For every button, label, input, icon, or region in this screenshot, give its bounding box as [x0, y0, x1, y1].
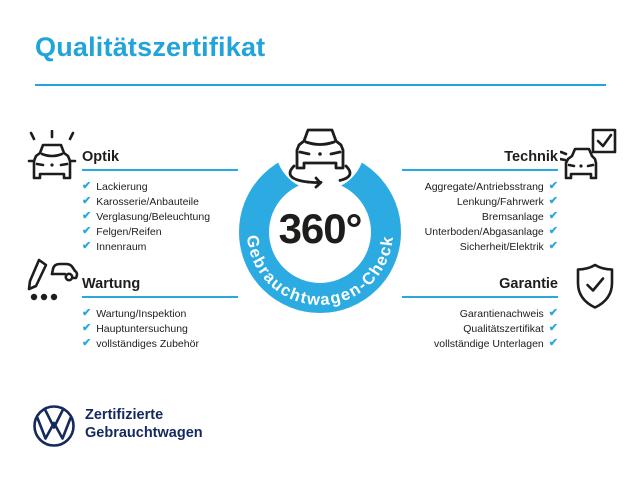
list-item-label: Felgen/Reifen	[96, 225, 162, 238]
check-icon: ✔	[548, 337, 558, 349]
check-icon: ✔	[82, 240, 92, 252]
list-item: Garantienachweis ✔	[402, 306, 558, 321]
section-wartung: Wartung ✔ Wartung/Inspektion ✔ Hauptunters…	[82, 276, 238, 351]
list-item-label: Bremsanlage	[481, 210, 544, 223]
check-icon: ✔	[548, 307, 558, 319]
car-checkbox-icon	[560, 128, 618, 184]
list-item-label: Garantienachweis	[459, 307, 544, 320]
shield-check-icon	[574, 262, 616, 310]
list-item-label: vollständiges Zubehör	[96, 337, 199, 350]
list-item: Bremsanlage ✔	[402, 209, 558, 224]
car-shine-icon	[25, 130, 79, 188]
section-technik: Technik Aggregate/Antriebsstrang ✔ Lenkun…	[402, 149, 558, 254]
check-icon: ✔	[548, 210, 558, 222]
footer-brand-text: Zertifizierte Gebrauchtwagen	[85, 406, 203, 442]
section-wartung-list: ✔ Wartung/Inspektion ✔ Hauptuntersuchung ✔…	[82, 306, 238, 351]
check-icon: ✔	[82, 210, 92, 222]
check-icon: ✔	[82, 225, 92, 237]
list-item-label: Karosserie/Anbauteile	[96, 195, 199, 208]
list-item-label: Qualitätszertifikat	[463, 322, 544, 335]
footer-line1: Zertifizierte	[85, 407, 164, 423]
check-icon: ✔	[82, 322, 92, 334]
check-icon: ✔	[548, 322, 558, 334]
section-optik-list: ✔ Lackierung ✔ Karosserie/Anbauteile ✔ Verg…	[82, 179, 238, 254]
list-item-label: Aggregate/Antriebsstrang	[424, 180, 544, 193]
service-checklist-icon	[25, 258, 79, 310]
list-item: vollständige Unterlagen ✔	[402, 336, 558, 351]
list-item-label: Unterboden/Abgasanlage	[424, 225, 544, 238]
car-rotation-icon	[288, 128, 352, 189]
list-item: ✔ Wartung/Inspektion	[82, 306, 238, 321]
list-item: Lenkung/Fahrwerk ✔	[402, 194, 558, 209]
list-item: ✔ Innenraum	[82, 239, 238, 254]
check-icon: ✔	[82, 307, 92, 319]
section-wartung-title: Wartung	[82, 276, 238, 298]
section-garantie: Garantie Garantienachweis ✔ Qualitätszert…	[402, 276, 558, 351]
section-technik-list: Aggregate/Antriebsstrang ✔ Lenkung/Fahrwe…	[402, 179, 558, 254]
list-item: ✔ Verglasung/Beleuchtung	[82, 209, 238, 224]
list-item: Qualitätszertifikat ✔	[402, 321, 558, 336]
list-item: ✔ Hauptuntersuchung	[82, 321, 238, 336]
page-title: Qualitätszertifikat	[35, 32, 266, 62]
list-item-label: Innenraum	[96, 240, 147, 253]
footer-line2: Gebrauchtwagen	[85, 425, 203, 441]
list-item-label: Wartung/Inspektion	[96, 307, 187, 320]
list-item: ✔ vollständiges Zubehör	[82, 336, 238, 351]
section-garantie-list: Garantienachweis ✔ Qualitätszertifikat ✔ v…	[402, 306, 558, 351]
list-item-label: Lackierung	[96, 180, 148, 193]
360-check-badge: Gebrauchtwagen-Check	[220, 105, 420, 320]
list-item-label: Verglasung/Beleuchtung	[96, 210, 211, 223]
section-optik-title: Optik	[82, 149, 238, 171]
list-item: ✔ Karosserie/Anbauteile	[82, 194, 238, 209]
list-item: ✔ Felgen/Reifen	[82, 224, 238, 239]
check-icon: ✔	[82, 180, 92, 192]
ring-gap	[275, 105, 365, 191]
list-item: ✔ Lackierung	[82, 179, 238, 194]
section-optik: Optik ✔ Lackierung ✔ Karosserie/Anbauteile…	[82, 149, 238, 254]
list-item-label: Hauptuntersuchung	[96, 322, 188, 335]
list-item: Unterboden/Abgasanlage ✔	[402, 224, 558, 239]
vw-logo	[32, 404, 76, 448]
section-technik-title: Technik	[402, 149, 558, 171]
check-icon: ✔	[548, 195, 558, 207]
list-item: Aggregate/Antriebsstrang ✔	[402, 179, 558, 194]
section-garantie-title: Garantie	[402, 276, 558, 298]
list-item-label: Lenkung/Fahrwerk	[456, 195, 544, 208]
check-icon: ✔	[82, 195, 92, 207]
list-item-label: Sicherheit/Elektrik	[459, 240, 544, 253]
check-icon: ✔	[82, 337, 92, 349]
list-item-label: vollständige Unterlagen	[434, 337, 544, 350]
check-icon: ✔	[548, 225, 558, 237]
360-degrees-label: 360°	[278, 205, 363, 252]
title-divider	[35, 84, 606, 86]
list-item: Sicherheit/Elektrik ✔	[402, 239, 558, 254]
check-icon: ✔	[548, 240, 558, 252]
check-icon: ✔	[548, 180, 558, 192]
